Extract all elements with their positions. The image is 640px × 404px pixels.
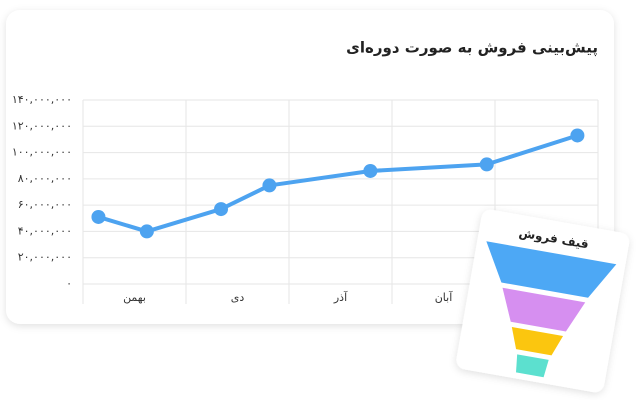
point xyxy=(479,157,494,172)
funnel-card: قیف فروش xyxy=(456,209,630,393)
x-tick-label: دی xyxy=(231,291,245,304)
y-tick-label: ۶۰,۰۰۰,۰۰۰ xyxy=(18,198,72,211)
chart-title: پیش‌بینی فروش به صورت دوره‌ای xyxy=(346,39,598,58)
plot: ۰ ۲۰,۰۰۰,۰۰۰ ۴۰,۰۰۰,۰۰۰ ۶۰,۰۰۰,۰۰۰ ۸۰,۰۰۰,۰۰… xyxy=(12,93,599,304)
point xyxy=(262,178,277,193)
y-tick-label: ۰ xyxy=(66,277,72,290)
point xyxy=(570,128,585,143)
x-tick-label: بهمن xyxy=(123,291,146,304)
funnel-stage xyxy=(486,241,617,298)
funnel-stage xyxy=(502,287,586,332)
funnel-stage xyxy=(511,326,564,356)
y-tick-label: ۴۰,۰۰۰,۰۰۰ xyxy=(18,224,72,237)
y-tick-label: ۱۰۰,۰۰۰,۰۰۰ xyxy=(12,146,72,159)
x-tick-label: آبان xyxy=(435,290,453,304)
x-tick-label: آذر xyxy=(333,290,348,304)
y-tick-label: ۱۲۰,۰۰۰,۰۰۰ xyxy=(12,119,72,132)
point xyxy=(139,224,154,239)
point xyxy=(363,163,378,178)
chart-card xyxy=(6,10,614,324)
y-tick-label: ۲۰,۰۰۰,۰۰۰ xyxy=(18,251,72,264)
point xyxy=(91,209,106,224)
y-tick-label: ۸۰,۰۰۰,۰۰۰ xyxy=(18,172,72,185)
point xyxy=(214,202,229,217)
funnel-stage xyxy=(516,354,549,378)
y-tick-label: ۱۴۰,۰۰۰,۰۰۰ xyxy=(12,93,72,106)
